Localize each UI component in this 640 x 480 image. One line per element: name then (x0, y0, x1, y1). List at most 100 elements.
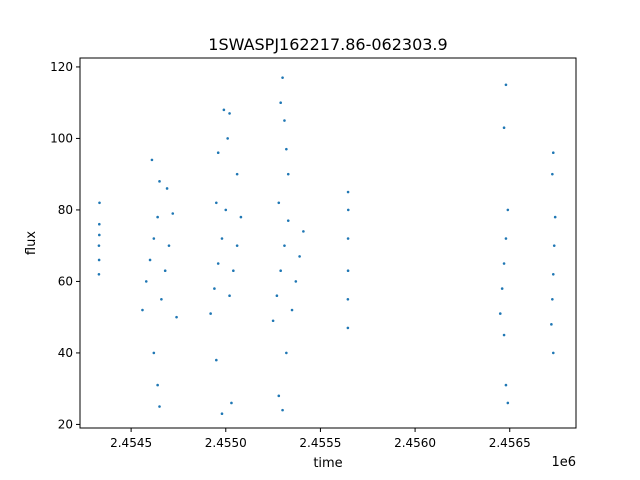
data-point (148, 258, 152, 262)
x-axis-offset-label: 1e6 (551, 455, 576, 470)
data-point (213, 287, 216, 290)
data-point (550, 323, 553, 326)
data-point (215, 201, 218, 205)
x-tick-label: 2.4555 (299, 436, 341, 450)
data-point (271, 319, 275, 323)
data-point (346, 269, 350, 273)
plot-frame (79, 57, 577, 429)
data-point (506, 208, 510, 212)
data-point (239, 215, 243, 219)
data-point (506, 401, 510, 405)
data-point (286, 219, 290, 222)
data-point (275, 294, 279, 298)
x-tick-label: 2.4545 (110, 436, 152, 450)
data-point (551, 272, 555, 276)
data-point (235, 244, 239, 247)
data-point (283, 244, 286, 247)
data-point (220, 412, 224, 416)
x-axis-label: time (313, 456, 342, 471)
data-point (290, 308, 294, 312)
data-point (144, 280, 148, 283)
data-point (232, 269, 235, 273)
data-point (504, 237, 508, 240)
x-tick-label: 2.4560 (394, 436, 436, 450)
data-point (224, 208, 228, 212)
x-tick-label: 2.4565 (489, 436, 531, 450)
data-point (551, 298, 554, 301)
plot-area (80, 58, 576, 428)
data-point (98, 201, 101, 205)
data-point (553, 215, 557, 219)
data-point (160, 298, 163, 301)
data-point (228, 112, 231, 115)
data-point (97, 244, 101, 247)
data-point (285, 351, 288, 355)
data-point (551, 351, 555, 355)
data-point (294, 280, 298, 283)
data-point (498, 312, 502, 315)
data-point (235, 172, 239, 176)
data-point (163, 269, 167, 273)
data-point (156, 215, 159, 219)
data-point (346, 190, 350, 194)
data-point (285, 147, 288, 151)
data-point (277, 394, 281, 398)
data-point (551, 172, 554, 176)
y-tick-label: 120 (50, 60, 73, 74)
data-point (286, 172, 290, 176)
data-point (226, 137, 229, 140)
data-point (551, 151, 555, 155)
data-point (158, 405, 161, 408)
data-point (502, 262, 506, 265)
data-point (502, 333, 506, 337)
data-point (216, 262, 220, 265)
data-point (175, 315, 178, 319)
data-point (346, 237, 350, 240)
data-point (158, 180, 161, 183)
data-point (152, 237, 156, 240)
data-point (298, 255, 301, 258)
data-point (215, 358, 218, 362)
data-point (346, 298, 350, 301)
data-point (222, 108, 226, 112)
data-point (346, 326, 350, 330)
data-point (504, 383, 508, 387)
y-tick-label: 100 (50, 131, 73, 145)
data-point (281, 76, 284, 79)
data-point (216, 151, 220, 155)
y-axis-label: flux (24, 231, 39, 255)
x-axis: 2.4545 2.4550 2.4555 2.4560 2.4565 (110, 428, 531, 450)
data-point (141, 308, 144, 312)
data-point (504, 83, 508, 87)
data-point (281, 408, 284, 412)
data-point (502, 126, 506, 130)
y-axis: 20 40 60 80 100 120 (50, 60, 80, 431)
chart-title: 1SWASPJ162217.86-062303.9 (208, 35, 447, 54)
data-point (346, 208, 350, 212)
data-point (500, 287, 504, 290)
data-point (171, 212, 175, 215)
y-tick-label: 40 (58, 346, 73, 360)
data-point (97, 272, 101, 276)
data-point (167, 244, 171, 247)
data-point (152, 351, 156, 355)
data-point (97, 258, 101, 262)
data-point (279, 269, 282, 273)
y-tick-label: 20 (58, 417, 73, 431)
data-point (279, 101, 282, 104)
data-point (552, 244, 556, 247)
data-point (230, 401, 233, 405)
data-point (302, 230, 305, 233)
x-tick-label: 2.4550 (205, 436, 247, 450)
y-tick-label: 80 (58, 203, 73, 217)
data-point (156, 383, 159, 387)
data-points (97, 76, 557, 416)
data-point (283, 119, 286, 122)
data-point (98, 222, 101, 226)
data-point (228, 294, 231, 298)
data-point (165, 187, 169, 190)
data-point (98, 233, 101, 237)
data-point (150, 158, 154, 162)
data-point (209, 312, 212, 315)
